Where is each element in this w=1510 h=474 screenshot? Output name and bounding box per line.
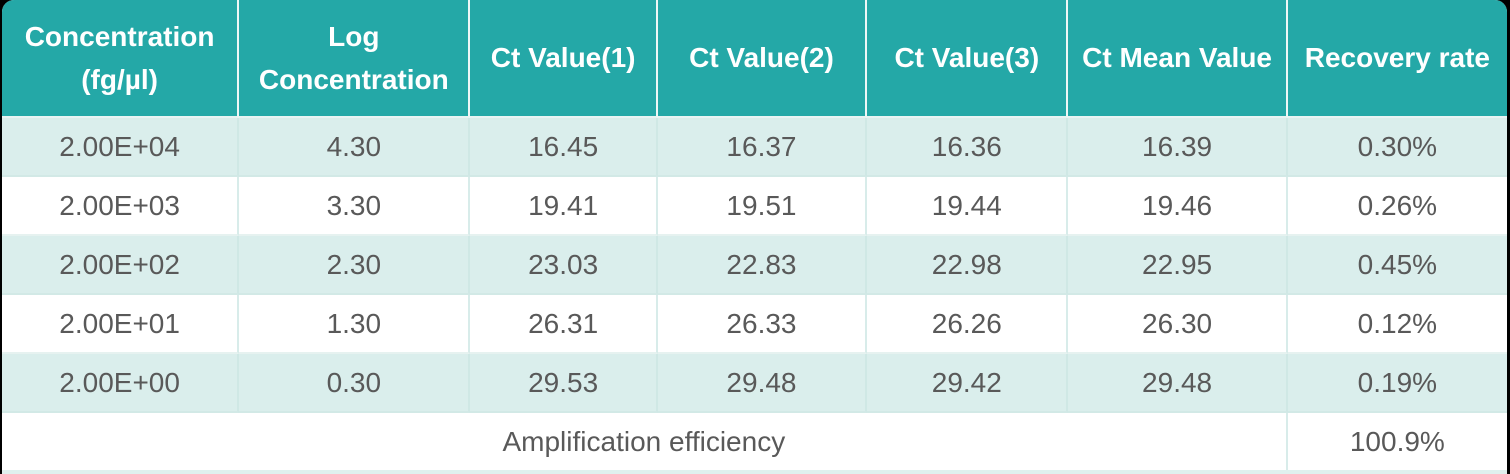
cell-ct-value-3: 19.44 — [867, 177, 1069, 236]
cell-concentration: 2.00E+01 — [2, 295, 240, 354]
header-ct-mean-value: Ct Mean Value — [1068, 0, 1288, 118]
header-concentration: Concentration (fg/µl) — [2, 0, 240, 118]
cell-concentration: 2.00E+03 — [2, 177, 240, 236]
cell-ct-value-1: 26.31 — [470, 295, 658, 354]
cell-recovery-rate: 0.30% — [1287, 118, 1507, 177]
cell-ct-mean-value: 16.39 — [1068, 118, 1288, 177]
cell-concentration: 2.00E+02 — [2, 236, 240, 295]
cell-recovery-rate: 0.45% — [1287, 236, 1507, 295]
cell-recovery-rate: 0.12% — [1287, 295, 1507, 354]
cell-log-concentration: 0.30 — [239, 354, 471, 413]
cell-ct-value-1: 29.53 — [470, 354, 658, 413]
cell-log-concentration: 3.30 — [239, 177, 471, 236]
header-ct-value-2: Ct Value(2) — [657, 0, 868, 118]
cell-ct-value-1: 16.45 — [470, 118, 658, 177]
cell-ct-mean-value: 26.30 — [1068, 295, 1288, 354]
cell-concentration: 2.00E+04 — [2, 118, 240, 177]
cell-log-concentration: 1.30 — [239, 295, 471, 354]
cell-ct-value-2: 19.51 — [657, 177, 868, 236]
cell-log-concentration: 2.30 — [239, 236, 471, 295]
cell-ct-value-2: 16.37 — [657, 118, 868, 177]
amplification-efficiency-value: 100.9% — [1287, 413, 1507, 470]
cell-ct-value-2: 26.33 — [657, 295, 868, 354]
cell-ct-mean-value: 19.46 — [1068, 177, 1288, 236]
cell-ct-mean-value: 29.48 — [1068, 354, 1288, 413]
cell-ct-value-2: 22.83 — [657, 236, 868, 295]
cell-log-concentration: 4.30 — [239, 118, 471, 177]
header-log-concentration: Log Concentration — [239, 0, 471, 118]
header-ct-value-3: Ct Value(3) — [867, 0, 1069, 118]
header-recovery-rate: Recovery rate — [1287, 0, 1507, 118]
amplification-efficiency-label: Amplification efficiency — [2, 413, 1288, 470]
cell-ct-value-2: 29.48 — [657, 354, 868, 413]
cell-recovery-rate: 0.19% — [1287, 354, 1507, 413]
cell-ct-value-1: 23.03 — [470, 236, 658, 295]
cell-ct-value-3: 22.98 — [867, 236, 1069, 295]
cell-ct-mean-value: 22.95 — [1068, 236, 1288, 295]
header-ct-value-1: Ct Value(1) — [470, 0, 658, 118]
cell-concentration: 2.00E+00 — [2, 354, 240, 413]
cell-ct-value-1: 19.41 — [470, 177, 658, 236]
cell-ct-value-3: 26.26 — [867, 295, 1069, 354]
cell-ct-value-3: 16.36 — [867, 118, 1069, 177]
cell-recovery-rate: 0.26% — [1287, 177, 1507, 236]
cell-ct-value-3: 29.42 — [867, 354, 1069, 413]
